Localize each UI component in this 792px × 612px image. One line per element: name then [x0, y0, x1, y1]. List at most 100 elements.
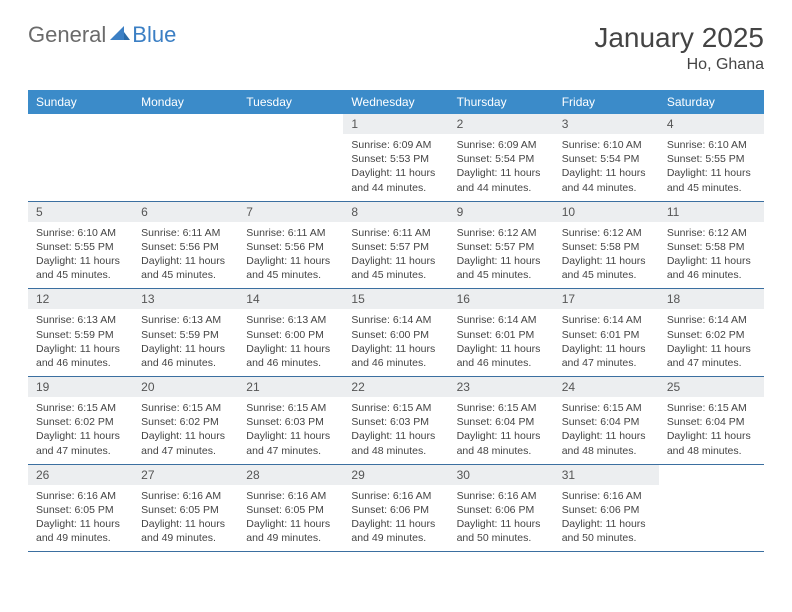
day-content: Sunrise: 6:14 AMSunset: 6:02 PMDaylight:… — [659, 309, 764, 376]
calendar-day-cell: 17Sunrise: 6:14 AMSunset: 6:01 PMDayligh… — [554, 289, 659, 377]
day-number: 24 — [554, 377, 659, 397]
day-number: 28 — [238, 465, 343, 485]
day-number: 15 — [343, 289, 448, 309]
calendar-day-cell: 4Sunrise: 6:10 AMSunset: 5:55 PMDaylight… — [659, 114, 764, 201]
day-content: Sunrise: 6:16 AMSunset: 6:05 PMDaylight:… — [28, 485, 133, 552]
day-content: Sunrise: 6:12 AMSunset: 5:58 PMDaylight:… — [554, 222, 659, 289]
calendar-day-cell: 5Sunrise: 6:10 AMSunset: 5:55 PMDaylight… — [28, 201, 133, 289]
day-number: 5 — [28, 202, 133, 222]
calendar-day-cell: 7Sunrise: 6:11 AMSunset: 5:56 PMDaylight… — [238, 201, 343, 289]
day-content: Sunrise: 6:10 AMSunset: 5:55 PMDaylight:… — [28, 222, 133, 289]
calendar-day-cell: 9Sunrise: 6:12 AMSunset: 5:57 PMDaylight… — [449, 201, 554, 289]
day-content: Sunrise: 6:10 AMSunset: 5:54 PMDaylight:… — [554, 134, 659, 201]
calendar-day-cell: 12Sunrise: 6:13 AMSunset: 5:59 PMDayligh… — [28, 289, 133, 377]
weekday-header: Saturday — [659, 90, 764, 114]
day-content: Sunrise: 6:16 AMSunset: 6:06 PMDaylight:… — [343, 485, 448, 552]
day-number: 1 — [343, 114, 448, 134]
calendar-day-cell: 8Sunrise: 6:11 AMSunset: 5:57 PMDaylight… — [343, 201, 448, 289]
day-number: 13 — [133, 289, 238, 309]
calendar-day-cell: 29Sunrise: 6:16 AMSunset: 6:06 PMDayligh… — [343, 464, 448, 552]
day-number: 26 — [28, 465, 133, 485]
calendar-day-cell — [238, 114, 343, 201]
day-content: Sunrise: 6:14 AMSunset: 6:00 PMDaylight:… — [343, 309, 448, 376]
calendar-day-cell: 16Sunrise: 6:14 AMSunset: 6:01 PMDayligh… — [449, 289, 554, 377]
month-title: January 2025 — [594, 22, 764, 54]
calendar-week-row: 26Sunrise: 6:16 AMSunset: 6:05 PMDayligh… — [28, 464, 764, 552]
calendar-day-cell: 28Sunrise: 6:16 AMSunset: 6:05 PMDayligh… — [238, 464, 343, 552]
calendar-day-cell: 1Sunrise: 6:09 AMSunset: 5:53 PMDaylight… — [343, 114, 448, 201]
day-content: Sunrise: 6:12 AMSunset: 5:57 PMDaylight:… — [449, 222, 554, 289]
calendar-week-row: 12Sunrise: 6:13 AMSunset: 5:59 PMDayligh… — [28, 289, 764, 377]
day-number: 12 — [28, 289, 133, 309]
day-number: 16 — [449, 289, 554, 309]
calendar-day-cell: 14Sunrise: 6:13 AMSunset: 6:00 PMDayligh… — [238, 289, 343, 377]
logo-text-blue: Blue — [132, 22, 176, 48]
day-content: Sunrise: 6:11 AMSunset: 5:56 PMDaylight:… — [238, 222, 343, 289]
calendar-day-cell: 10Sunrise: 6:12 AMSunset: 5:58 PMDayligh… — [554, 201, 659, 289]
day-content: Sunrise: 6:16 AMSunset: 6:05 PMDaylight:… — [238, 485, 343, 552]
calendar-day-cell: 20Sunrise: 6:15 AMSunset: 6:02 PMDayligh… — [133, 377, 238, 465]
day-content: Sunrise: 6:11 AMSunset: 5:56 PMDaylight:… — [133, 222, 238, 289]
day-number: 6 — [133, 202, 238, 222]
weekday-header: Thursday — [449, 90, 554, 114]
day-number: 14 — [238, 289, 343, 309]
weekday-header: Wednesday — [343, 90, 448, 114]
logo-sail-icon — [110, 22, 130, 48]
calendar-day-cell — [659, 464, 764, 552]
day-content: Sunrise: 6:11 AMSunset: 5:57 PMDaylight:… — [343, 222, 448, 289]
calendar-day-cell: 3Sunrise: 6:10 AMSunset: 5:54 PMDaylight… — [554, 114, 659, 201]
calendar-week-row: 5Sunrise: 6:10 AMSunset: 5:55 PMDaylight… — [28, 201, 764, 289]
day-number: 30 — [449, 465, 554, 485]
day-number: 2 — [449, 114, 554, 134]
weekday-header: Sunday — [28, 90, 133, 114]
weekday-header: Monday — [133, 90, 238, 114]
calendar-day-cell: 21Sunrise: 6:15 AMSunset: 6:03 PMDayligh… — [238, 377, 343, 465]
day-number: 31 — [554, 465, 659, 485]
calendar-day-cell: 26Sunrise: 6:16 AMSunset: 6:05 PMDayligh… — [28, 464, 133, 552]
weekday-header: Tuesday — [238, 90, 343, 114]
day-content: Sunrise: 6:14 AMSunset: 6:01 PMDaylight:… — [449, 309, 554, 376]
day-content: Sunrise: 6:16 AMSunset: 6:05 PMDaylight:… — [133, 485, 238, 552]
calendar-table: SundayMondayTuesdayWednesdayThursdayFrid… — [28, 90, 764, 552]
day-content: Sunrise: 6:15 AMSunset: 6:03 PMDaylight:… — [343, 397, 448, 464]
calendar-day-cell: 15Sunrise: 6:14 AMSunset: 6:00 PMDayligh… — [343, 289, 448, 377]
calendar-day-cell: 2Sunrise: 6:09 AMSunset: 5:54 PMDaylight… — [449, 114, 554, 201]
day-content: Sunrise: 6:13 AMSunset: 5:59 PMDaylight:… — [28, 309, 133, 376]
day-number: 7 — [238, 202, 343, 222]
calendar-day-cell: 23Sunrise: 6:15 AMSunset: 6:04 PMDayligh… — [449, 377, 554, 465]
calendar-day-cell: 19Sunrise: 6:15 AMSunset: 6:02 PMDayligh… — [28, 377, 133, 465]
day-content: Sunrise: 6:10 AMSunset: 5:55 PMDaylight:… — [659, 134, 764, 201]
day-number: 11 — [659, 202, 764, 222]
logo-text-general: General — [28, 22, 106, 48]
day-number: 9 — [449, 202, 554, 222]
day-number: 20 — [133, 377, 238, 397]
day-number: 18 — [659, 289, 764, 309]
calendar-body: 1Sunrise: 6:09 AMSunset: 5:53 PMDaylight… — [28, 114, 764, 552]
day-number: 10 — [554, 202, 659, 222]
day-number: 8 — [343, 202, 448, 222]
day-content: Sunrise: 6:12 AMSunset: 5:58 PMDaylight:… — [659, 222, 764, 289]
day-content: Sunrise: 6:15 AMSunset: 6:04 PMDaylight:… — [449, 397, 554, 464]
day-number: 25 — [659, 377, 764, 397]
day-number: 22 — [343, 377, 448, 397]
calendar-week-row: 1Sunrise: 6:09 AMSunset: 5:53 PMDaylight… — [28, 114, 764, 201]
day-content: Sunrise: 6:13 AMSunset: 5:59 PMDaylight:… — [133, 309, 238, 376]
day-number: 17 — [554, 289, 659, 309]
calendar-day-cell: 18Sunrise: 6:14 AMSunset: 6:02 PMDayligh… — [659, 289, 764, 377]
day-content: Sunrise: 6:14 AMSunset: 6:01 PMDaylight:… — [554, 309, 659, 376]
day-content: Sunrise: 6:13 AMSunset: 6:00 PMDaylight:… — [238, 309, 343, 376]
calendar-day-cell: 27Sunrise: 6:16 AMSunset: 6:05 PMDayligh… — [133, 464, 238, 552]
day-content: Sunrise: 6:09 AMSunset: 5:54 PMDaylight:… — [449, 134, 554, 201]
day-number: 21 — [238, 377, 343, 397]
day-content: Sunrise: 6:15 AMSunset: 6:02 PMDaylight:… — [28, 397, 133, 464]
location: Ho, Ghana — [594, 56, 764, 74]
calendar-day-cell: 22Sunrise: 6:15 AMSunset: 6:03 PMDayligh… — [343, 377, 448, 465]
day-content: Sunrise: 6:16 AMSunset: 6:06 PMDaylight:… — [554, 485, 659, 552]
day-content: Sunrise: 6:15 AMSunset: 6:02 PMDaylight:… — [133, 397, 238, 464]
day-number: 3 — [554, 114, 659, 134]
day-content: Sunrise: 6:15 AMSunset: 6:04 PMDaylight:… — [554, 397, 659, 464]
day-content: Sunrise: 6:15 AMSunset: 6:04 PMDaylight:… — [659, 397, 764, 464]
calendar-day-cell: 6Sunrise: 6:11 AMSunset: 5:56 PMDaylight… — [133, 201, 238, 289]
header: General Blue January 2025 Ho, Ghana — [28, 22, 764, 74]
day-content: Sunrise: 6:16 AMSunset: 6:06 PMDaylight:… — [449, 485, 554, 552]
